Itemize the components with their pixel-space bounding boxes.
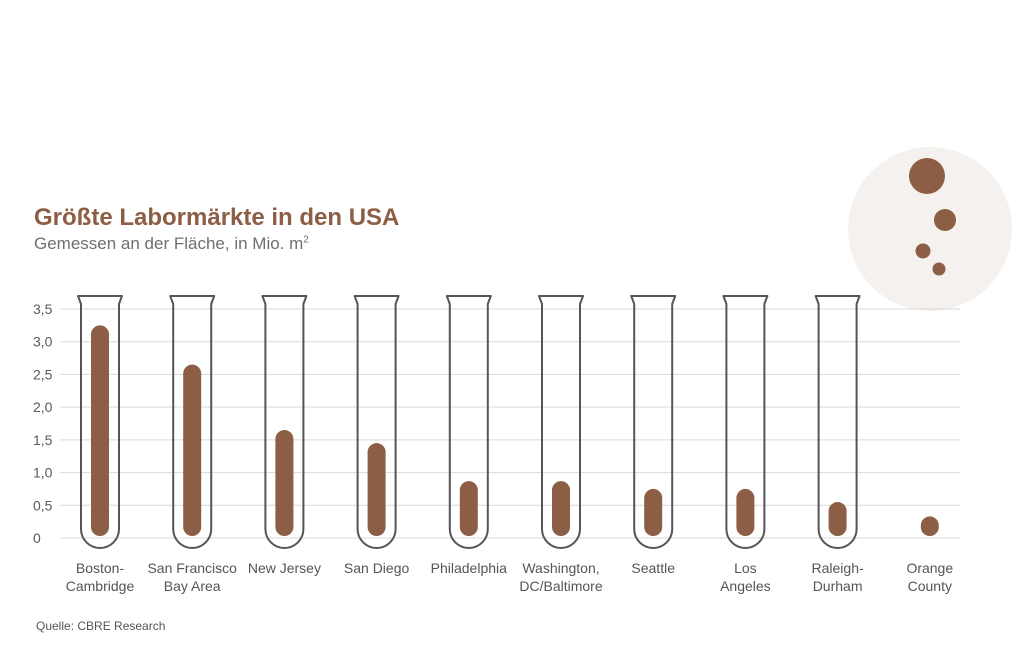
bubbles-background xyxy=(848,147,1012,311)
x-category-label: Raleigh- xyxy=(812,560,864,576)
bars xyxy=(91,325,939,536)
y-axis: 0 0,5 1,0 1,5 2,0 2,5 3,0 3,5 xyxy=(33,301,53,546)
y-tick-label: 3,0 xyxy=(33,334,53,350)
x-category-label: Cambridge xyxy=(66,578,135,594)
x-category-label: Los xyxy=(734,560,757,576)
subtitle-superscript: 2 xyxy=(303,234,309,246)
x-category-label: DC/Baltimore xyxy=(519,578,602,594)
test-tube-outline xyxy=(722,295,769,549)
gridlines xyxy=(60,308,960,539)
x-category-label: Philadelphia xyxy=(431,560,507,576)
bar xyxy=(920,516,939,536)
x-category-label: Durham xyxy=(813,578,863,594)
x-category-label: Orange xyxy=(906,560,953,576)
x-category-label: Seattle xyxy=(631,560,675,576)
y-tick-label: 2,0 xyxy=(33,399,53,415)
source-note: Quelle: CBRE Research xyxy=(36,619,166,633)
test-tube-outline xyxy=(814,295,861,549)
test-tube-outline xyxy=(630,295,677,549)
bar xyxy=(91,325,109,536)
x-category-label: Washington, xyxy=(522,560,599,576)
test-tube-outline xyxy=(77,295,123,549)
x-category-label: San Francisco xyxy=(147,560,237,576)
chart-subtitle: Gemessen an der Fläche, in Mio. m2 xyxy=(34,234,309,254)
chart-title: Größte Labormärkte in den USA xyxy=(34,204,400,231)
test-tube-outline xyxy=(169,295,216,549)
y-tick-label: 1,5 xyxy=(33,432,53,448)
subtitle-text: Gemessen an der Fläche, in Mio. m xyxy=(34,234,304,253)
bubble-small xyxy=(915,243,931,259)
x-category-label: New Jersey xyxy=(248,560,321,576)
bubble-medium xyxy=(934,209,956,231)
test-tube-outline xyxy=(353,295,400,549)
bar xyxy=(552,481,570,536)
y-tick-label: 0,5 xyxy=(33,497,53,513)
y-tick-label: 1,0 xyxy=(33,465,53,481)
x-category-label: Bay Area xyxy=(164,578,221,594)
x-category-label: San Diego xyxy=(344,560,410,576)
bar xyxy=(644,488,663,536)
y-tick-label: 0 xyxy=(33,530,41,546)
y-tick-label: 2,5 xyxy=(33,366,53,382)
x-category-label: County xyxy=(908,578,952,594)
bar xyxy=(459,481,478,536)
x-category-label: Angeles xyxy=(720,578,771,594)
test-tube-outline xyxy=(445,295,492,549)
x-axis-labels: Boston- Cambridge San Francisco Bay Area New… xyxy=(66,560,954,594)
bar xyxy=(275,430,294,536)
test-tubes xyxy=(77,295,861,549)
bar xyxy=(828,502,847,536)
x-category-label: Boston- xyxy=(76,560,125,576)
bubble-large xyxy=(909,158,945,194)
y-tick-label: 3,5 xyxy=(33,301,53,317)
decorative-bubbles-icon xyxy=(848,147,1012,311)
bar xyxy=(736,488,755,536)
test-tube-outline xyxy=(538,295,584,549)
bar xyxy=(367,443,386,536)
bar xyxy=(183,364,202,536)
bubble-tiny xyxy=(932,262,946,276)
test-tube-outline xyxy=(261,295,308,549)
